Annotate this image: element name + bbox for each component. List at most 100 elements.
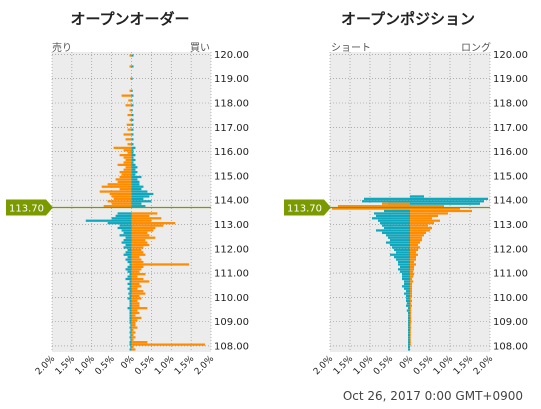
orders-bar: [123, 168, 132, 171]
orders-bar: [130, 328, 132, 332]
orders-bar: [131, 94, 134, 97]
positions-bar: [410, 256, 416, 259]
positions-bar: [382, 231, 410, 234]
positions-bar: [410, 324, 411, 327]
positions-y-tick-label: 118.00: [493, 99, 528, 110]
orders-bar: [117, 212, 132, 215]
orders-bar: [131, 285, 142, 288]
orders-bar: [130, 345, 132, 349]
positions-bar: [410, 302, 412, 305]
orders-bar: [131, 149, 134, 152]
positions-bar: [408, 336, 410, 339]
positions-bar: [408, 307, 410, 310]
positions-bar: [408, 343, 410, 346]
orders-bar: [131, 217, 162, 220]
positions-bar: [408, 333, 410, 337]
positions-bar: [406, 309, 410, 312]
orders-bar: [129, 294, 132, 298]
orders-bar: [131, 314, 136, 317]
positions-bar: [410, 248, 418, 251]
positions-bar: [382, 202, 410, 205]
orders-y-tick-label: 118.00: [214, 99, 249, 110]
orders-bar: [127, 248, 132, 251]
positions-y-tick-label: 110.00: [493, 293, 528, 304]
orders-bar: [131, 192, 154, 196]
positions-bar: [338, 205, 410, 208]
orders-bar: [127, 265, 132, 268]
orders-bar: [129, 348, 132, 351]
positions-bar: [386, 234, 410, 237]
orders-bar: [131, 277, 144, 281]
orders-bar: [131, 65, 134, 68]
orders-bar: [131, 280, 150, 283]
orders-bar: [131, 202, 142, 205]
orders-bar: [131, 128, 134, 131]
positions-x-tick-label: 0.5%: [412, 354, 436, 378]
orders-sell-label: 売り: [52, 43, 72, 54]
orders-bar: [123, 161, 132, 164]
orders-bar: [131, 158, 136, 162]
orders-bar: [131, 222, 176, 225]
orders-bar: [131, 338, 134, 341]
positions-x-tick-label: 2.0%: [312, 354, 336, 378]
orders-bar: [131, 138, 134, 141]
orders-bar: [129, 65, 132, 68]
orders-bar: [126, 123, 132, 126]
orders-bar: [131, 89, 133, 92]
orders-bar: [127, 275, 132, 278]
positions-bar: [410, 287, 412, 290]
orders-bar: [131, 311, 140, 315]
orders-bar: [121, 94, 132, 97]
orders-bar: [111, 217, 132, 220]
positions-bar: [410, 299, 412, 303]
positions-bar: [390, 253, 410, 256]
orders-bar: [127, 282, 132, 285]
orders-y-tick-label: 114.00: [214, 196, 249, 207]
orders-y-tick-label: 113.00: [214, 220, 249, 231]
orders-bar: [131, 343, 206, 346]
positions-bar: [406, 294, 410, 298]
orders-y-tick-label: 120.00: [214, 50, 249, 61]
orders-bar: [129, 314, 132, 317]
orders-bar: [125, 243, 132, 247]
positions-bar: [410, 304, 412, 307]
positions-bar: [332, 207, 410, 210]
orders-x-tick-label: 1.0%: [74, 354, 98, 378]
positions-bar: [410, 319, 412, 322]
orders-bar: [127, 270, 132, 273]
orders-bar: [131, 287, 138, 290]
orders-bar: [130, 338, 132, 341]
orders-bar: [119, 224, 132, 227]
positions-bar: [402, 275, 410, 278]
positions-y-tick-label: 114.00: [493, 196, 528, 207]
orders-chart-title: オープンオーダー: [70, 10, 190, 28]
orders-y-tick-label: 108.00: [214, 341, 249, 352]
orders-bar: [131, 226, 156, 230]
orders-bar: [107, 200, 132, 203]
positions-bar: [404, 292, 410, 295]
positions-bar: [410, 292, 412, 295]
positions-bar: [410, 258, 416, 261]
orders-bar: [123, 156, 132, 159]
orders-y-tick-label: 109.00: [214, 317, 249, 328]
positions-bar: [394, 256, 410, 259]
orders-bar: [131, 294, 140, 298]
orders-bar: [131, 188, 142, 191]
orders-bar: [131, 307, 148, 310]
positions-bar: [410, 234, 424, 237]
positions-bar: [408, 316, 410, 320]
orders-bar: [125, 236, 132, 239]
positions-y-tick-label: 120.00: [493, 50, 528, 61]
orders-bar: [131, 331, 136, 334]
positions-bar: [376, 214, 410, 217]
orders-bar: [131, 118, 134, 122]
orders-bar: [119, 171, 132, 174]
positions-bar: [406, 302, 410, 305]
orders-bar: [131, 195, 150, 198]
positions-bar: [402, 273, 410, 276]
orders-bar: [131, 123, 134, 126]
orders-bar: [101, 185, 132, 188]
orders-bar: [131, 99, 133, 102]
orders-bar: [131, 109, 133, 112]
positions-bar: [410, 307, 412, 310]
